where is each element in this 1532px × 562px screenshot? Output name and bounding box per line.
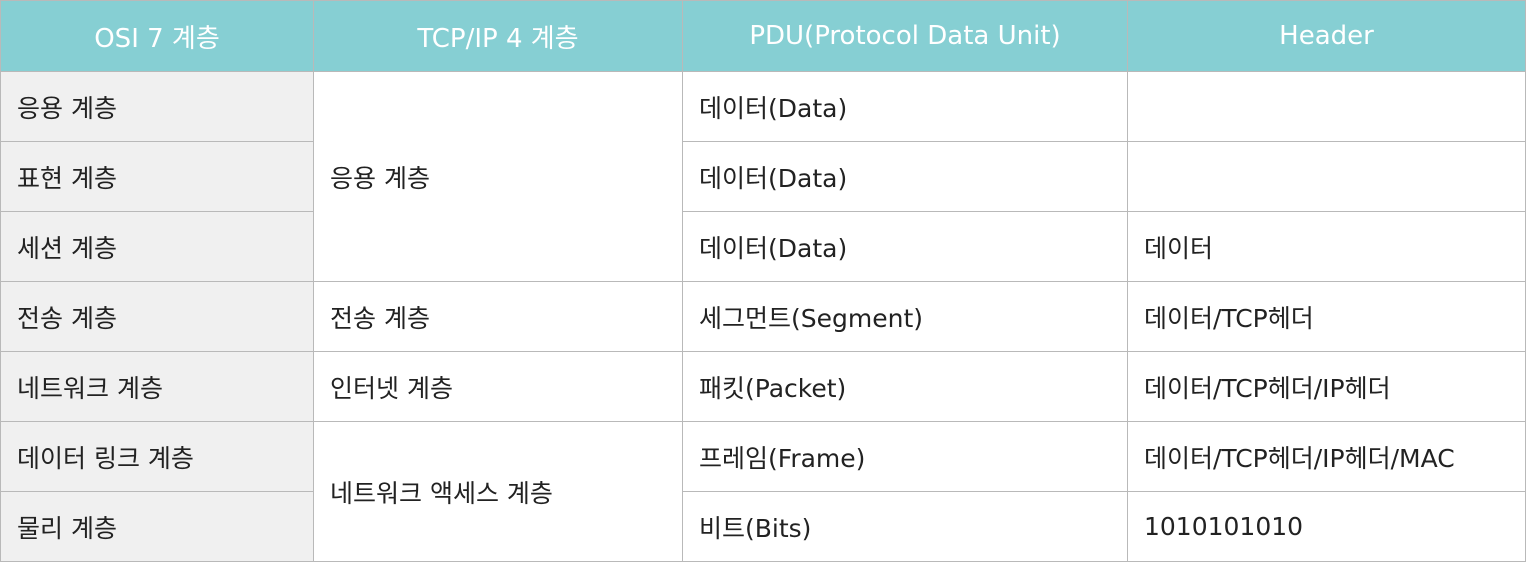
header-cell: 1010101010 xyxy=(1127,491,1526,562)
tcpip-layer-cell: 네트워크 액세스 계층 xyxy=(313,421,683,562)
osi-layer-cell: 표현 계층 xyxy=(0,141,314,212)
table-row: 전송 계층 전송 계층 세그먼트(Segment) 데이터/TCP헤더 xyxy=(0,281,1526,352)
osi-layer-cell: 물리 계층 xyxy=(0,491,314,562)
pdu-cell: 데이터(Data) xyxy=(682,141,1128,212)
osi-layer-cell: 세션 계층 xyxy=(0,211,314,282)
osi-layer-cell: 네트워크 계층 xyxy=(0,351,314,422)
osi-layer-cell: 전송 계층 xyxy=(0,281,314,352)
pdu-cell: 비트(Bits) xyxy=(682,491,1128,562)
header-cell: 데이터 xyxy=(1127,211,1526,282)
table-body: 응용 계층 응용 계층 데이터(Data) 표현 계층 데이터(Data) 세션… xyxy=(0,71,1526,562)
table-header: OSI 7 계층 TCP/IP 4 계층 PDU(Protocol Data U… xyxy=(0,0,1526,72)
table-row: 응용 계층 응용 계층 데이터(Data) xyxy=(0,71,1526,282)
osi-layer-cell: 응용 계층 xyxy=(0,71,314,142)
header-cell xyxy=(1127,71,1526,142)
header-cell: 데이터/TCP헤더/IP헤더 xyxy=(1127,351,1526,422)
pdu-cell: 세그먼트(Segment) xyxy=(682,281,1128,352)
pdu-cell: 패킷(Packet) xyxy=(682,351,1128,422)
pdu-cell: 프레임(Frame) xyxy=(682,421,1128,492)
osi-layer-cell: 데이터 링크 계층 xyxy=(0,421,314,492)
tcpip-layer-cell: 전송 계층 xyxy=(313,281,683,352)
header-row: OSI 7 계층 TCP/IP 4 계층 PDU(Protocol Data U… xyxy=(0,0,1526,72)
header-osi-7-layer: OSI 7 계층 xyxy=(0,0,314,72)
header-cell: 데이터/TCP헤더 xyxy=(1127,281,1526,352)
table-row: 표현 계층 데이터(Data) xyxy=(0,141,1526,212)
header-header: Header xyxy=(1127,0,1526,72)
header-pdu: PDU(Protocol Data Unit) xyxy=(682,0,1128,72)
pdu-cell: 데이터(Data) xyxy=(682,211,1128,282)
header-cell: 데이터/TCP헤더/IP헤더/MAC xyxy=(1127,421,1526,492)
table-row: 네트워크 계층 인터넷 계층 패킷(Packet) 데이터/TCP헤더/IP헤더 xyxy=(0,351,1526,422)
header-cell xyxy=(1127,141,1526,212)
table-row: 세션 계층 데이터(Data) 데이터 xyxy=(0,211,1526,282)
header-tcpip-4-layer: TCP/IP 4 계층 xyxy=(313,0,683,72)
tcpip-layer-cell: 인터넷 계층 xyxy=(313,351,683,422)
tcpip-layer-cell: 응용 계층 xyxy=(313,71,683,282)
table-row: 데이터 링크 계층 네트워크 액세스 계층 프레임(Frame) 데이터/TCP… xyxy=(0,421,1526,562)
table-row: 물리 계층 비트(Bits) 1010101010 xyxy=(0,491,1526,562)
pdu-cell: 데이터(Data) xyxy=(682,71,1128,142)
